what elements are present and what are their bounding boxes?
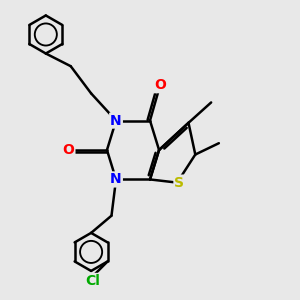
Text: O: O: [154, 78, 166, 92]
Text: O: O: [62, 143, 74, 157]
Text: S: S: [174, 176, 184, 190]
Text: N: N: [110, 172, 122, 186]
Text: N: N: [110, 114, 122, 128]
Text: Cl: Cl: [85, 274, 100, 288]
